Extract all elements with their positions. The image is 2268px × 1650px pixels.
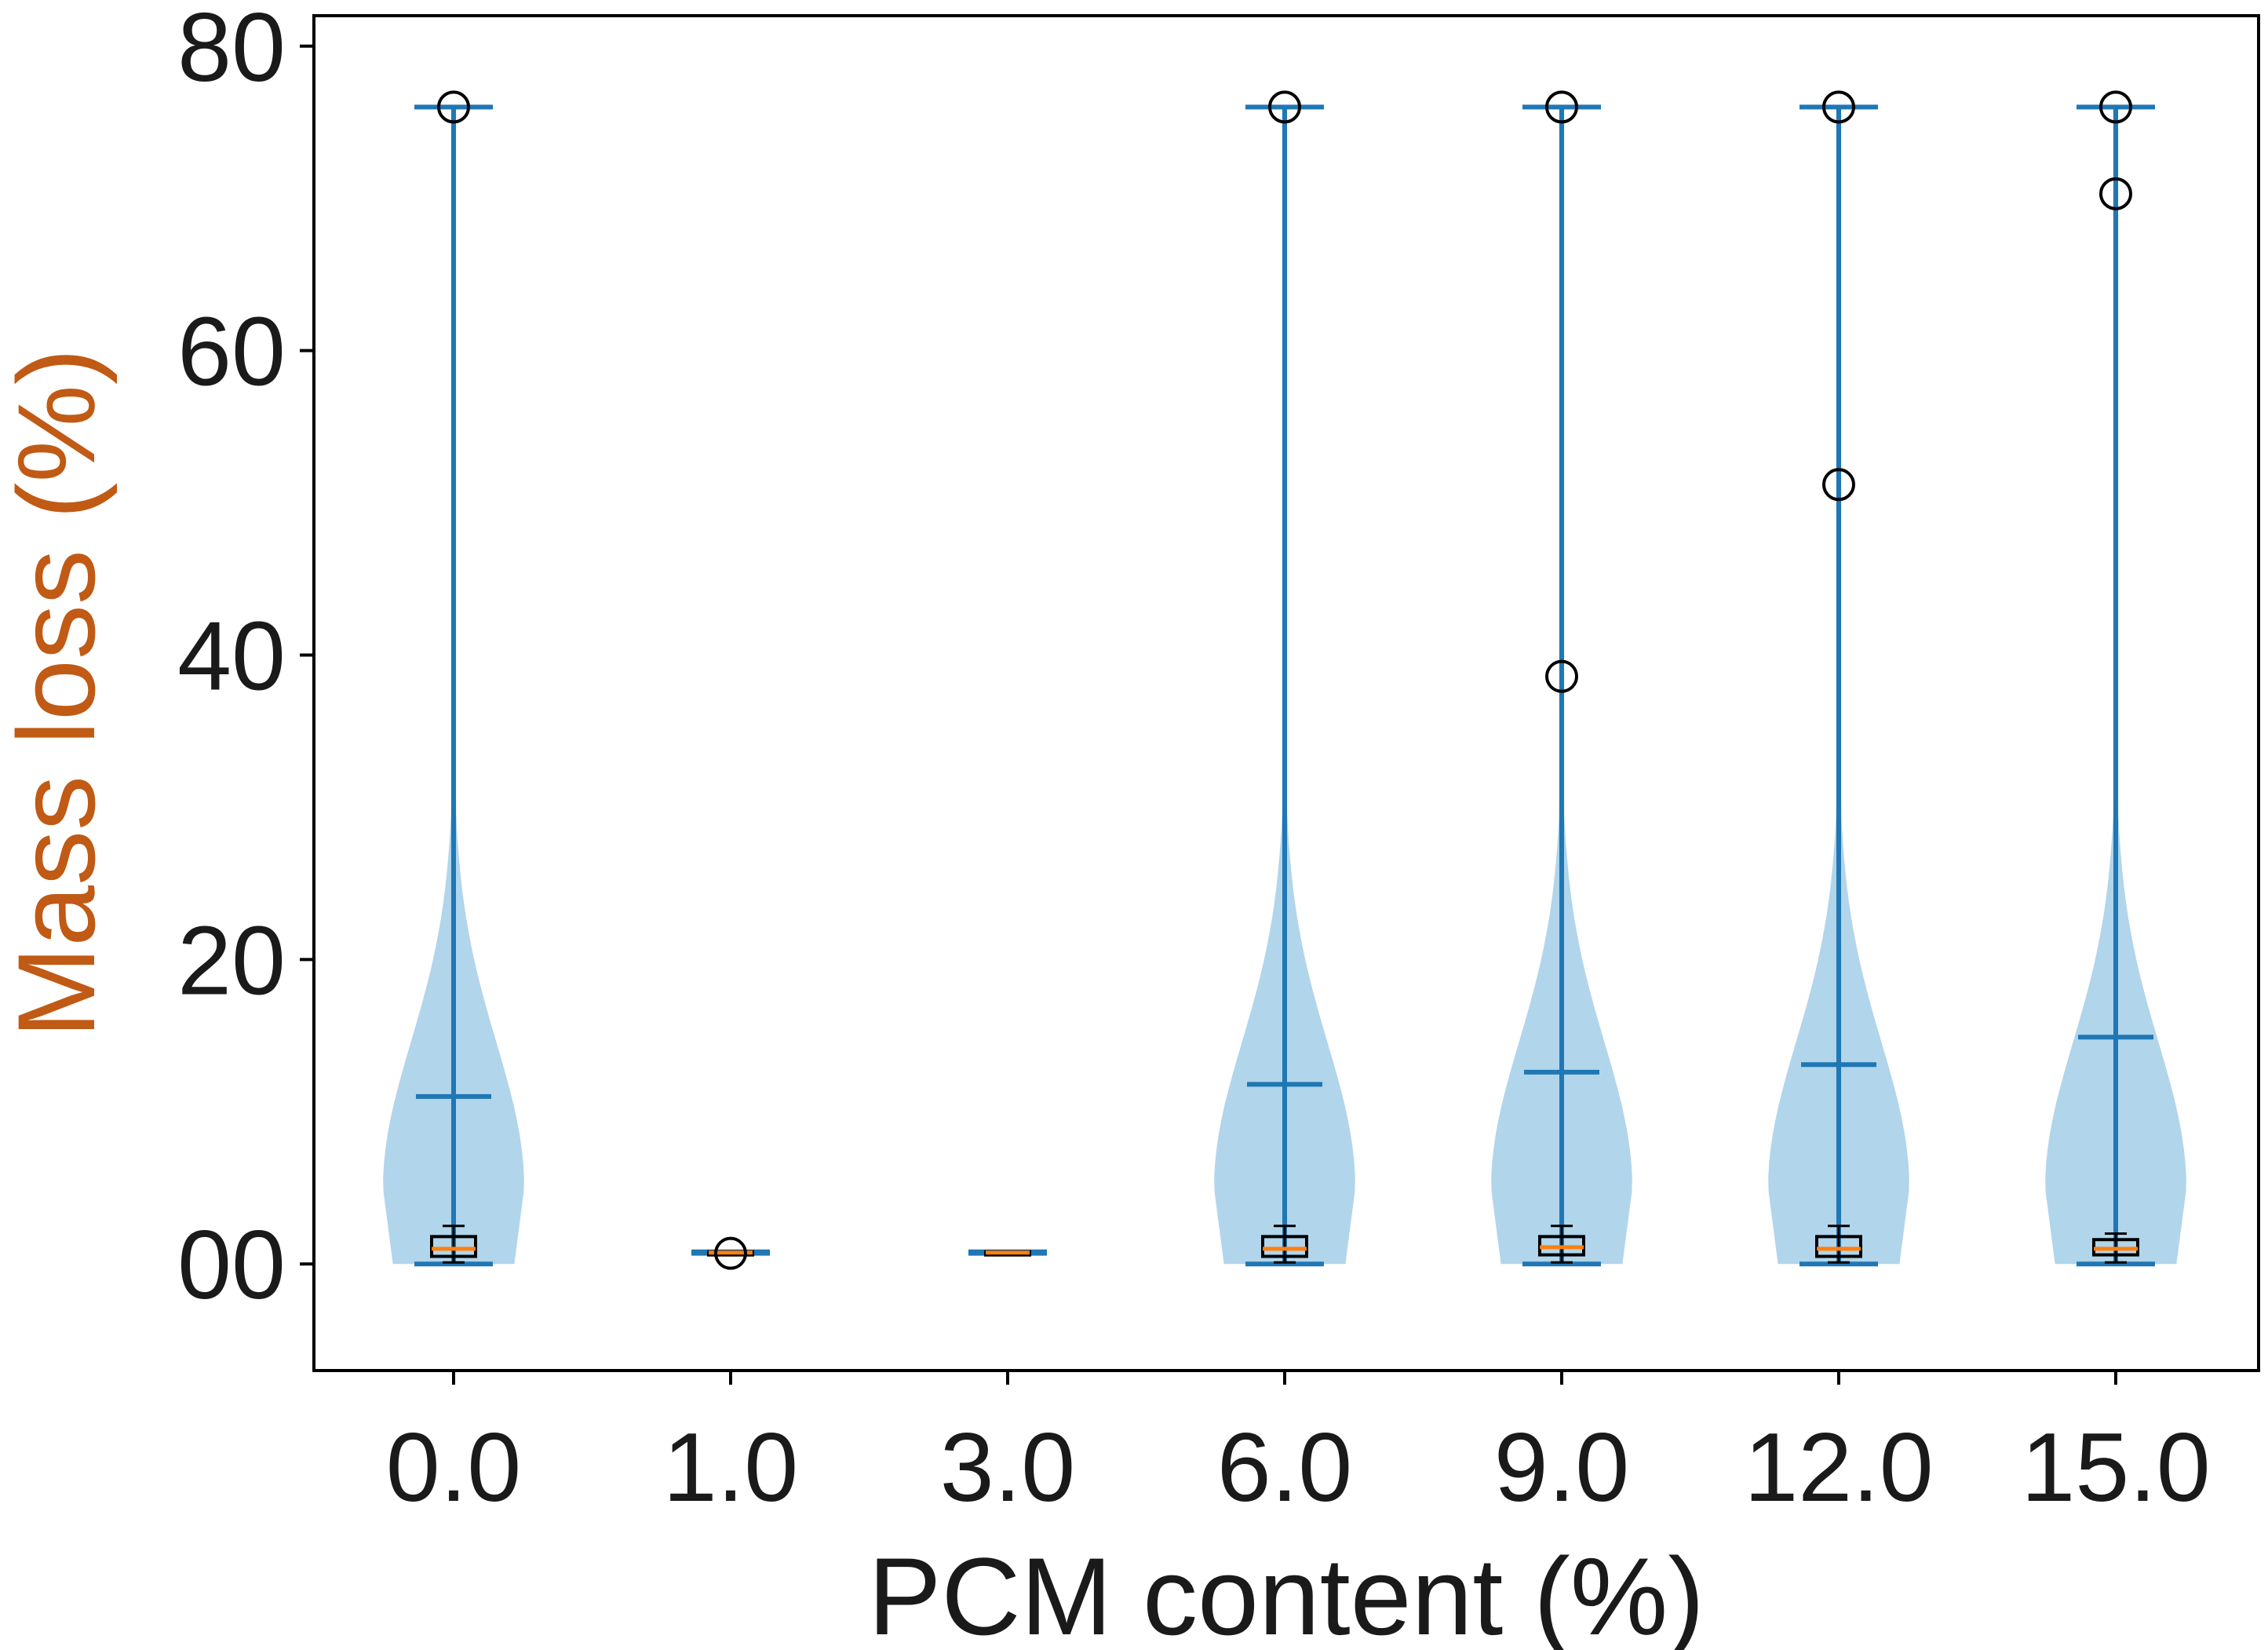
y-tick-label: 00 xyxy=(177,1211,286,1320)
x-tick-label: 6.0 xyxy=(1217,1414,1352,1522)
outlier-point xyxy=(1545,90,1578,124)
y-tick-label: 40 xyxy=(177,603,286,711)
box-iqr xyxy=(430,1235,477,1258)
plot-layer xyxy=(383,90,2186,1270)
y-tick-label: 60 xyxy=(177,298,286,407)
box-group-15.0 xyxy=(2092,90,2139,1264)
outlier-point xyxy=(714,1236,747,1270)
x-tick-label: 0.0 xyxy=(386,1414,521,1522)
violin-group-12.0 xyxy=(1768,104,1909,1267)
y-tick-label: 20 xyxy=(177,907,286,1015)
box-iqr xyxy=(1261,1235,1308,1258)
outlier-point xyxy=(1268,90,1301,124)
violin-group-0.0 xyxy=(383,104,524,1267)
x-tick-label: 3.0 xyxy=(940,1414,1075,1522)
violin-group-15.0 xyxy=(2045,104,2186,1267)
box-group-1.0 xyxy=(707,1236,754,1270)
outlier-point xyxy=(1822,468,1855,502)
box-group-3.0 xyxy=(984,1250,1031,1257)
x-axis-label: PCM content (%) xyxy=(868,1535,1705,1650)
x-tick-label: 12.0 xyxy=(1744,1414,1933,1522)
x-axis: 0.0 1.0 3.0 6.0 9.0 12.0 15.0 xyxy=(386,1371,2211,1522)
x-tick-label: 15.0 xyxy=(2021,1414,2210,1522)
y-axis-label: Mass loss (%) xyxy=(0,349,118,1039)
y-axis: 00 20 40 60 80 xyxy=(177,0,314,1320)
outlier-point xyxy=(437,90,470,124)
violin-group-9.0 xyxy=(1491,104,1632,1267)
box-group-9.0 xyxy=(1538,90,1585,1264)
outlier-point xyxy=(1822,90,1855,124)
box-group-6.0 xyxy=(1261,90,1308,1264)
box-iqr xyxy=(1815,1235,1862,1258)
outlier-point xyxy=(2099,177,2132,210)
violin-group-6.0 xyxy=(1214,104,1355,1267)
x-tick-label: 9.0 xyxy=(1494,1414,1629,1522)
y-tick-label: 80 xyxy=(177,0,286,102)
box-group-12.0 xyxy=(1815,90,1862,1264)
box-group-0.0 xyxy=(430,90,477,1264)
x-tick-label: 1.0 xyxy=(663,1414,798,1522)
outlier-point xyxy=(1545,659,1578,693)
outlier-point xyxy=(2099,90,2132,124)
